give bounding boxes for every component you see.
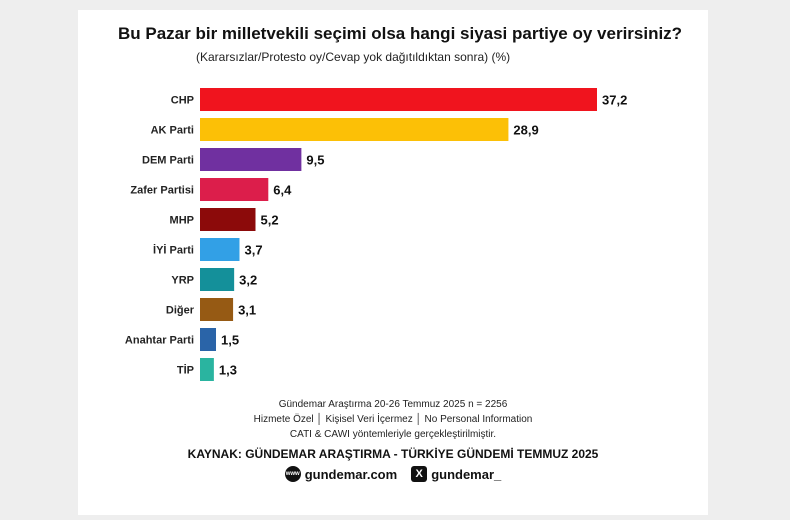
bar (200, 118, 509, 141)
bar (200, 358, 214, 381)
category-label: Zafer Partisi (130, 185, 194, 197)
bar (200, 298, 234, 321)
value-label: 9,5 (306, 153, 324, 168)
category-label: İYİ Parti (153, 244, 194, 257)
bar (200, 238, 240, 261)
value-label: 5,2 (260, 213, 278, 228)
social-links: www gundemar.com X gundemar_ (78, 466, 708, 482)
category-label: AK Parti (151, 125, 194, 137)
chart-subtitle: (Kararsızlar/Protesto oy/Cevap yok dağıt… (196, 50, 511, 64)
bar (200, 268, 235, 291)
bar-chart: CHP 37,2 AK Parti 28,9 DEM Parti 9,5 Zafer Par… (125, 88, 627, 381)
bar (200, 178, 269, 201)
website-link[interactable]: www gundemar.com (284, 466, 398, 482)
value-label: 1,5 (221, 333, 239, 348)
value-label: 28,9 (513, 123, 538, 138)
footer-method-note: CATI & CAWI yöntemleriyle gerçekleştiril… (289, 429, 497, 440)
category-label: DEM Parti (142, 155, 194, 167)
x-link[interactable]: X gundemar_ (411, 466, 501, 482)
category-label: CHP (171, 95, 194, 107)
category-label: MHP (170, 215, 194, 227)
value-label: 3,2 (239, 273, 257, 288)
category-label: TİP (177, 364, 194, 377)
website-text: gundemar.com (304, 466, 398, 482)
value-label: 6,4 (273, 183, 292, 198)
x-logo-icon: X (411, 466, 428, 482)
poll-card: Bu Pazar bir milletvekili seçimi olsa ha… (78, 10, 708, 515)
footer-source: KAYNAK: GÜNDEMAR ARAŞTIRMA - TÜRKİYE GÜN… (187, 447, 599, 461)
footer-privacy-note: Hizmete Özel │ Kişisel Veri İçermez │ No… (253, 414, 533, 425)
category-label: Anahtar Parti (125, 335, 194, 347)
bar (200, 208, 256, 231)
chart-title: Bu Pazar bir milletvekili seçimi olsa ha… (118, 24, 683, 43)
category-label: YRP (171, 275, 194, 287)
footer-survey-info: Gündemar Araştırma 20-26 Temmuz 2025 n =… (278, 399, 508, 410)
globe-icon: www (284, 466, 301, 482)
bar (200, 88, 597, 111)
category-label: Diğer (166, 305, 195, 317)
x-handle-text: gundemar_ (431, 466, 502, 482)
value-label: 3,7 (244, 243, 262, 258)
bar (200, 328, 217, 351)
value-label: 1,3 (219, 363, 237, 378)
value-label: 3,1 (238, 303, 256, 318)
bar (200, 148, 302, 171)
value-label: 37,2 (602, 93, 627, 108)
